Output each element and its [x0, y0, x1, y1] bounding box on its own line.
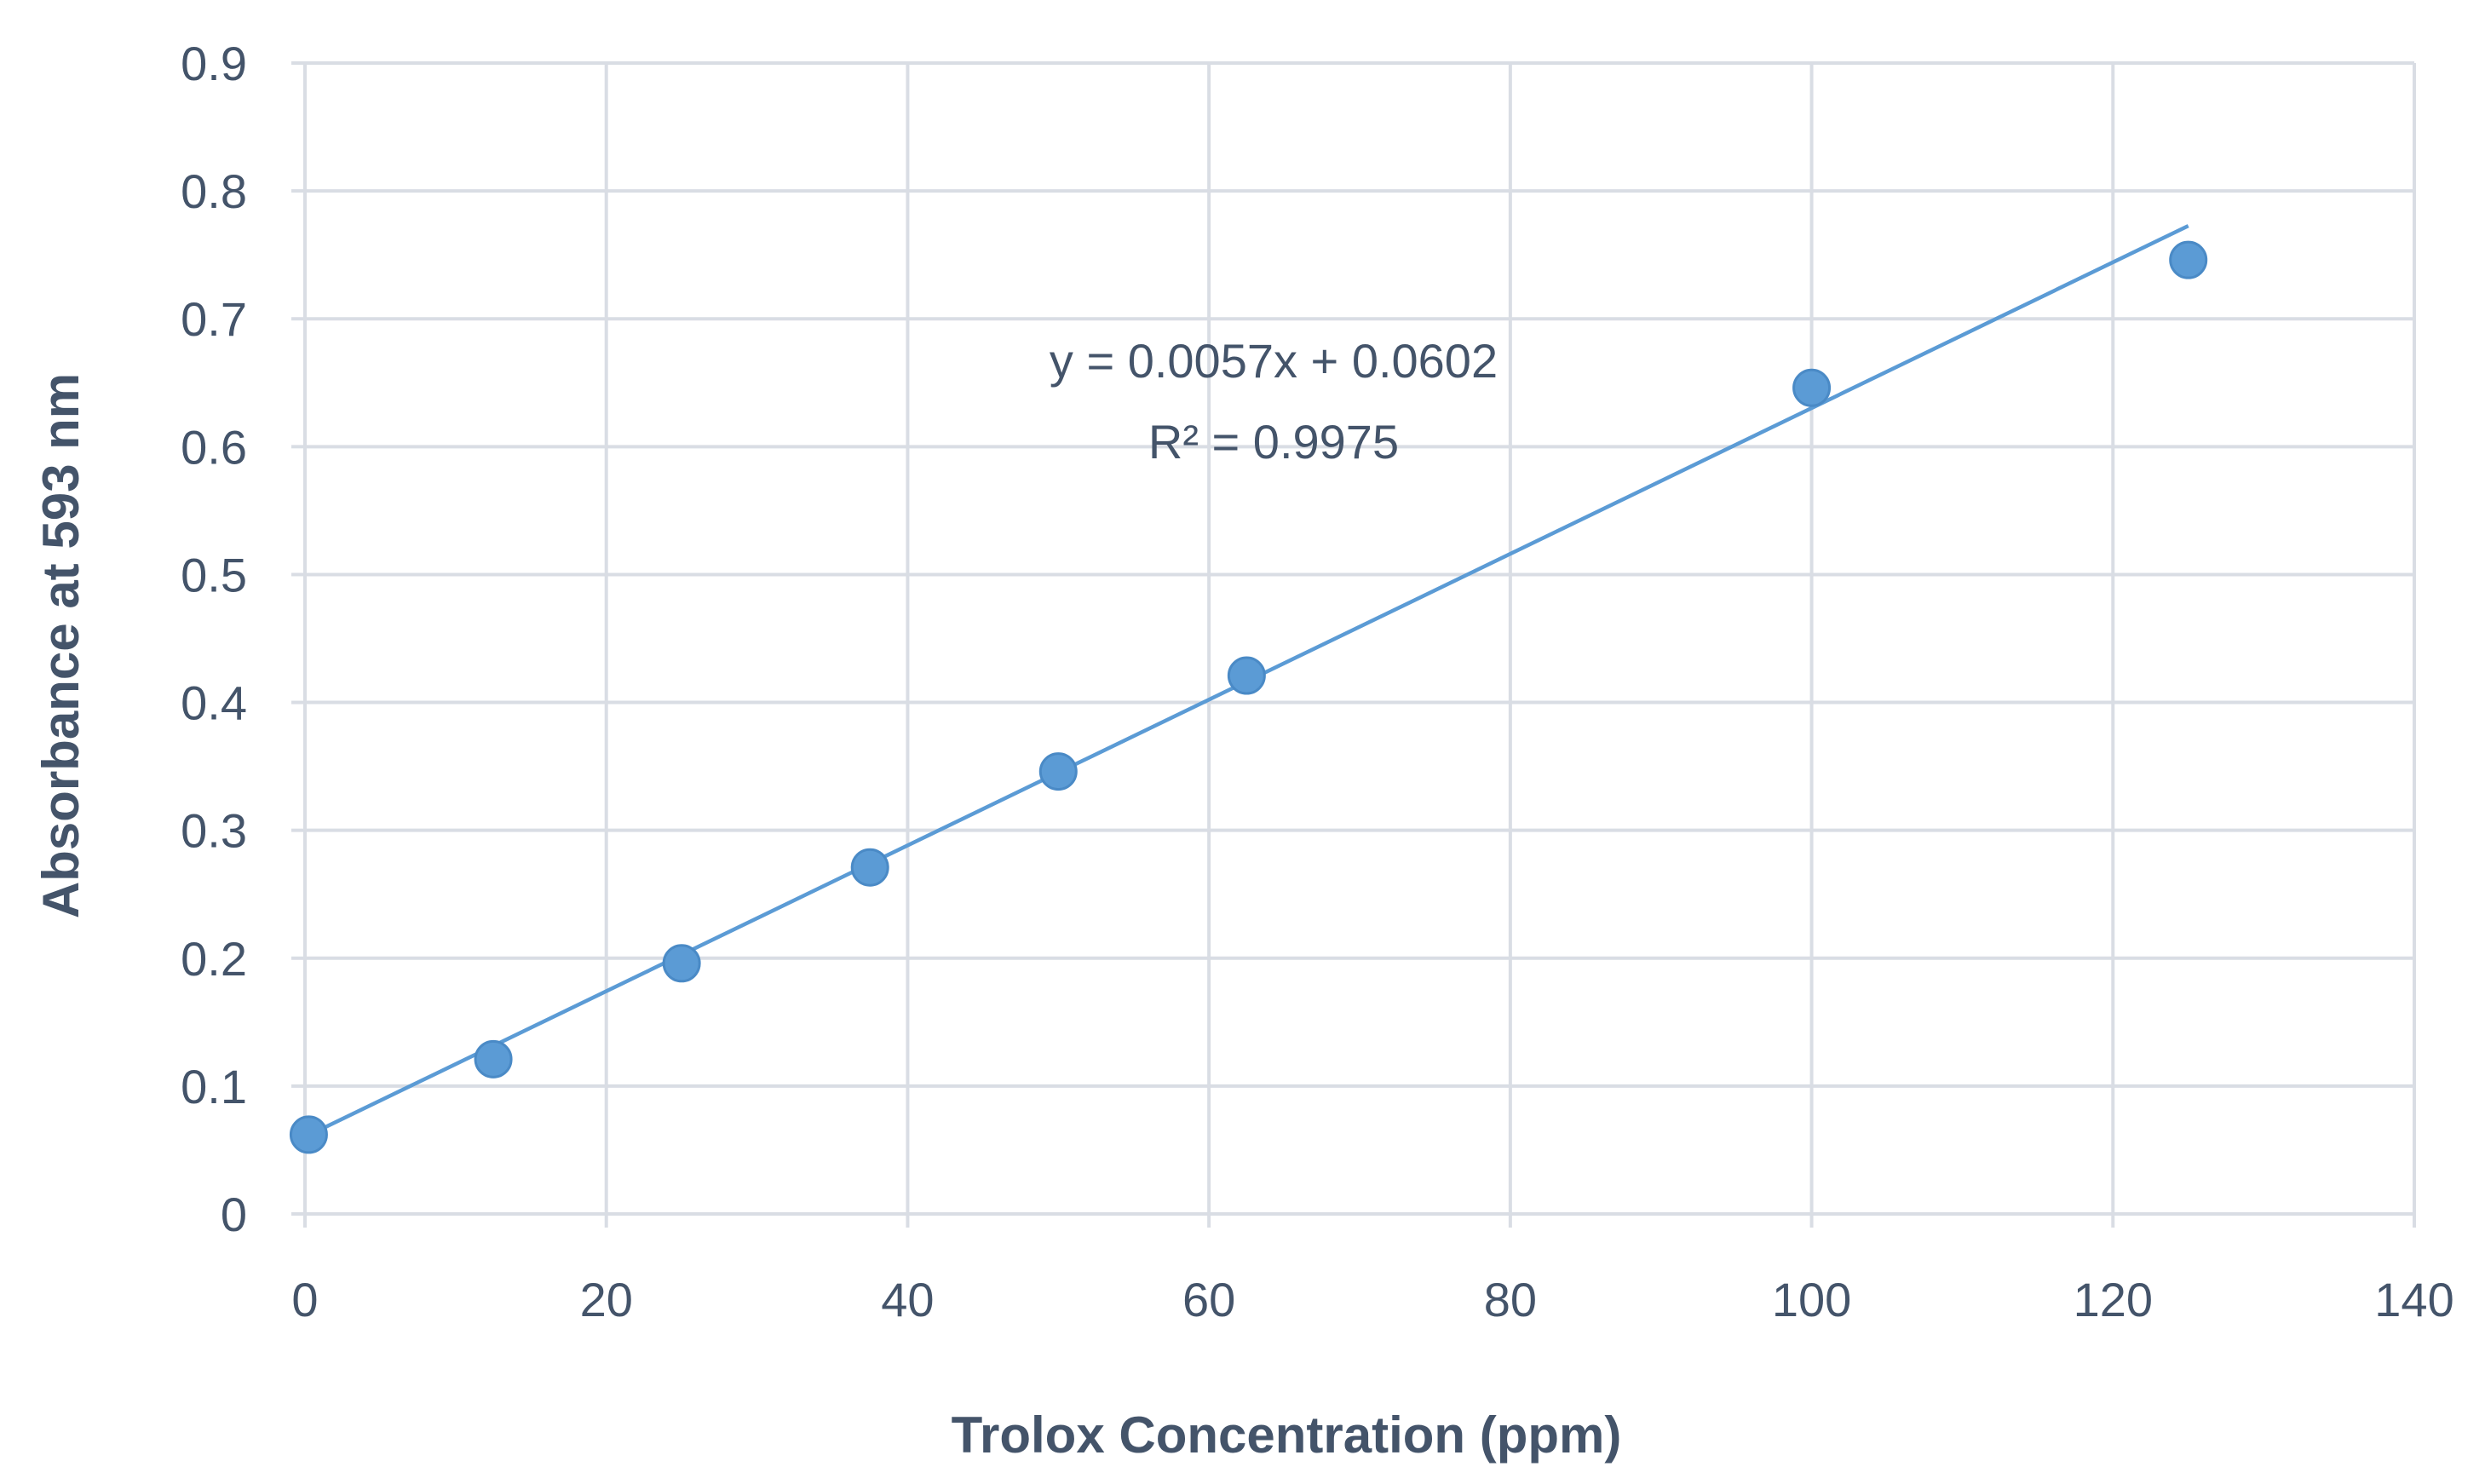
data-point: [1227, 656, 1266, 695]
data-point: [1792, 368, 1832, 407]
x-axis-title: Trolox Concentration (ppm): [952, 1406, 1622, 1464]
data-points: [289, 240, 2208, 1154]
r-squared-label: R² = 0.9975: [1148, 415, 1399, 469]
x-tick-label: 100: [1772, 1273, 1851, 1326]
x-axis-tick-labels: 0 20 40 60 80 100 120 140: [291, 1273, 2453, 1326]
y-tick-label: 0.5: [181, 548, 247, 601]
x-tick-label: 60: [1182, 1273, 1235, 1326]
data-point: [474, 1039, 513, 1078]
data-point: [1038, 752, 1078, 791]
y-tick-label: 0.6: [181, 420, 247, 474]
y-tick-label: 0.7: [181, 292, 247, 346]
data-point: [850, 848, 889, 887]
x-tick-label: 20: [580, 1273, 633, 1326]
y-tick-label: 0: [221, 1188, 247, 1241]
x-tick-label: 40: [881, 1273, 934, 1326]
y-tick-label: 0.3: [181, 804, 247, 858]
grid-lines: [305, 61, 2416, 1214]
y-tick-label: 0.2: [181, 932, 247, 986]
x-tick-label: 0: [291, 1273, 318, 1326]
x-tick-label: 140: [2374, 1273, 2453, 1326]
y-tick-label: 0.9: [181, 37, 247, 90]
x-tick-label: 120: [2074, 1273, 2153, 1326]
data-point: [289, 1115, 328, 1154]
y-tick-label: 0.4: [181, 676, 247, 730]
axes: [291, 61, 2416, 1228]
trendline-equation: y = 0.0057x + 0.0602: [1050, 334, 1498, 388]
data-point: [662, 944, 701, 983]
x-tick-label: 80: [1484, 1273, 1537, 1326]
y-axis-title: Absorbance at 593 nm: [32, 373, 89, 918]
y-axis-tick-labels: 0 0.1 0.2 0.3 0.4 0.5 0.6 0.7 0.8 0.9: [181, 37, 247, 1241]
y-tick-label: 0.8: [181, 164, 247, 218]
y-tick-label: 0.1: [181, 1060, 247, 1113]
data-point: [2169, 240, 2208, 279]
